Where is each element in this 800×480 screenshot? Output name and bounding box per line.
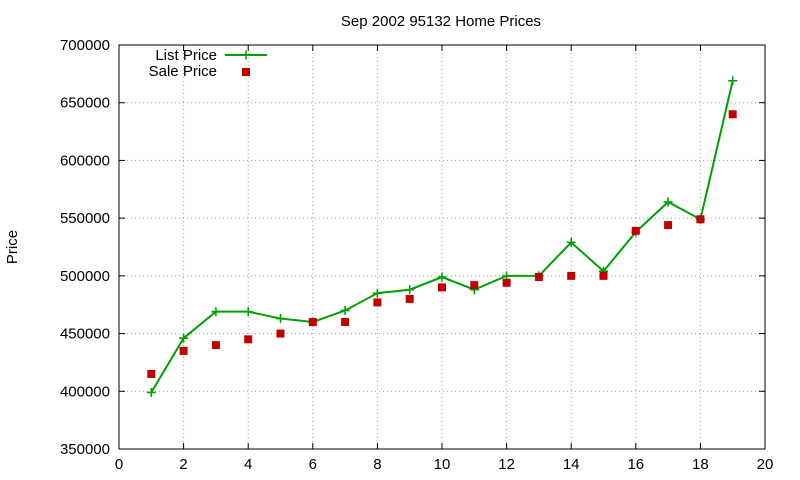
legend-marker-list-price xyxy=(241,50,251,60)
data-point-sale-price xyxy=(631,226,640,235)
y-tick-label: 500000 xyxy=(60,268,110,285)
data-point-sale-price xyxy=(276,329,285,338)
legend-label-sale-price: Sale Price xyxy=(149,63,217,80)
series-group xyxy=(146,76,738,397)
data-point-list-price xyxy=(566,237,576,247)
legend-label-list-price: List Price xyxy=(155,47,217,64)
data-point-sale-price xyxy=(599,271,608,280)
y-tick-label: 550000 xyxy=(60,210,110,227)
data-point-sale-price xyxy=(373,298,382,307)
data-point-list-price xyxy=(243,307,253,317)
data-point-sale-price xyxy=(211,341,220,350)
data-point-list-price xyxy=(663,197,673,207)
x-tick-label: 4 xyxy=(244,456,252,473)
y-tick-label: 350000 xyxy=(60,441,110,458)
x-tick-label: 0 xyxy=(115,456,123,473)
data-point-sale-price xyxy=(567,271,576,280)
grid xyxy=(119,45,765,449)
y-tick-label: 650000 xyxy=(60,95,110,112)
x-tick-label: 12 xyxy=(498,456,515,473)
data-point-sale-price xyxy=(244,335,253,344)
y-axis-label: Price xyxy=(4,230,21,264)
x-tick-label: 16 xyxy=(627,456,644,473)
data-point-list-price xyxy=(146,387,156,397)
data-point-list-price xyxy=(179,333,189,343)
data-point-sale-price xyxy=(179,346,188,355)
data-point-sale-price xyxy=(728,110,737,119)
data-point-sale-price xyxy=(308,318,317,327)
data-point-sale-price xyxy=(534,273,543,282)
axis-ticks: 0 2 4 6 8 10 12 14 16 18 20 350000 400000 450000 50000… xyxy=(60,37,773,473)
data-point-sale-price xyxy=(405,294,414,303)
x-tick-label: 10 xyxy=(434,456,451,473)
y-tick-label: 600000 xyxy=(60,152,110,169)
data-point-sale-price xyxy=(438,283,446,292)
data-point-list-price xyxy=(437,272,447,282)
x-tick-label: 6 xyxy=(309,456,317,473)
y-tick-label: 700000 xyxy=(60,37,110,54)
data-point-list-price xyxy=(372,288,382,298)
x-tick-label: 14 xyxy=(563,456,580,473)
data-point-sale-price xyxy=(147,369,156,378)
data-point-list-price xyxy=(340,305,350,315)
data-point-sale-price xyxy=(664,221,673,230)
x-tick-label: 8 xyxy=(373,456,381,473)
data-point-list-price xyxy=(276,314,285,324)
data-point-sale-price xyxy=(502,278,511,287)
data-point-sale-price xyxy=(470,281,479,290)
x-tick-label: 20 xyxy=(757,456,774,473)
y-tick-label: 400000 xyxy=(60,383,110,400)
data-point-list-price xyxy=(405,285,415,295)
data-point-list-price xyxy=(211,307,221,317)
x-tick-label: 18 xyxy=(692,456,709,473)
legend-marker-sale-price xyxy=(242,68,250,76)
data-point-sale-price xyxy=(341,318,350,327)
data-point-sale-price xyxy=(696,215,705,224)
y-tick-label: 450000 xyxy=(60,326,110,343)
chart-title: Sep 2002 95132 Home Prices xyxy=(341,13,541,30)
x-tick-label: 2 xyxy=(179,456,187,473)
data-point-list-price xyxy=(728,76,738,86)
